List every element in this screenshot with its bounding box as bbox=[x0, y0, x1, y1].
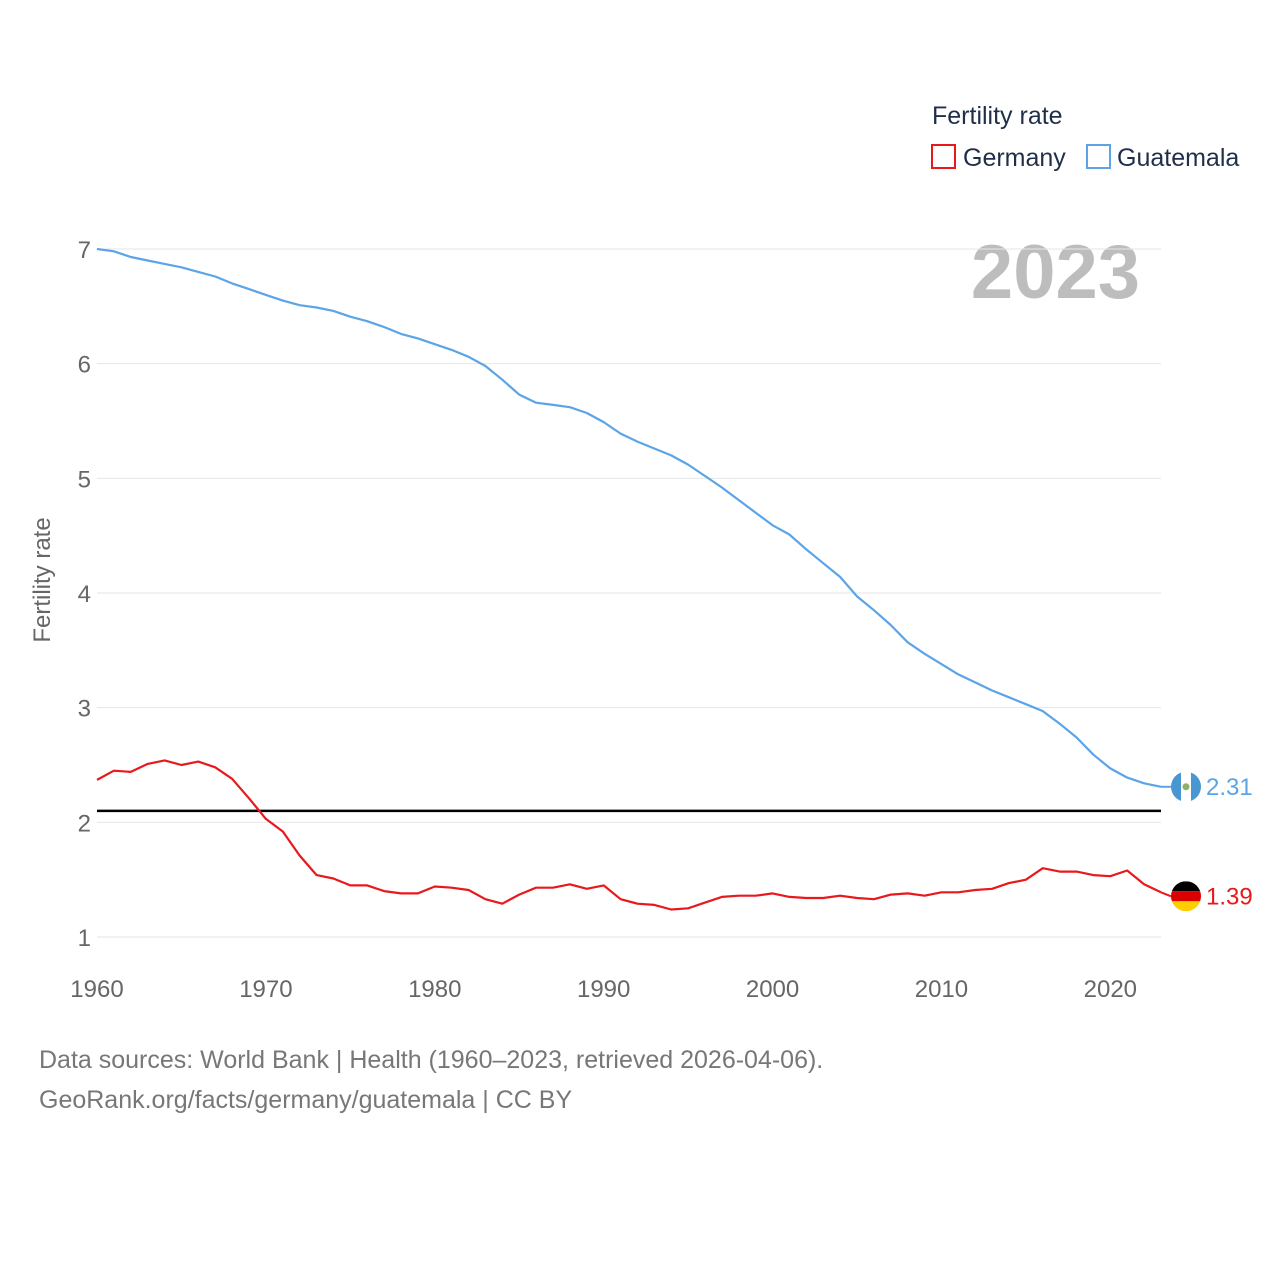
series-lines bbox=[96, 247, 1172, 911]
germany-end-value: 1.39 bbox=[1206, 883, 1253, 910]
x-tick-label: 2000 bbox=[746, 976, 799, 1003]
x-tick-label: 1970 bbox=[239, 976, 292, 1003]
y-tick-label: 2 bbox=[78, 810, 91, 837]
x-tick-label: 2010 bbox=[915, 976, 968, 1003]
y-tick-label: 1 bbox=[78, 925, 91, 952]
y-tick-labels: 1 2 3 4 5 6 7 bbox=[78, 237, 91, 952]
legend-item-germany[interactable]: Germany bbox=[931, 144, 1066, 172]
guatemala-end-value: 2.31 bbox=[1206, 774, 1253, 801]
legend-swatch-guatemala bbox=[1086, 144, 1111, 169]
legend-title: Fertility rate bbox=[932, 102, 1063, 130]
source-line-1: Data sources: World Bank | Health (1960–… bbox=[39, 1046, 823, 1074]
x-tick-label: 1960 bbox=[70, 976, 123, 1003]
year-watermark: 2023 bbox=[971, 230, 1140, 315]
germany-end-connector bbox=[1160, 891, 1172, 898]
grid-lines bbox=[97, 248, 1161, 938]
y-tick-label: 6 bbox=[78, 352, 91, 379]
legend[interactable]: Fertility rate Germany Guatemala bbox=[931, 102, 1239, 172]
series-line-germany[interactable] bbox=[96, 759, 1162, 911]
legend-label-germany: Germany bbox=[963, 144, 1066, 172]
y-axis-title: Fertility rate bbox=[29, 517, 56, 642]
source-line-2[interactable]: GeoRank.org/facts/germany/guatemala | CC… bbox=[39, 1086, 572, 1114]
y-tick-label: 5 bbox=[78, 466, 91, 493]
y-tick-label: 7 bbox=[78, 237, 91, 264]
legend-item-guatemala[interactable]: Guatemala bbox=[1086, 144, 1239, 172]
x-tick-label: 1980 bbox=[408, 976, 461, 1003]
x-tick-labels: 1960 1970 1980 1990 2000 2010 2020 bbox=[70, 976, 1137, 1003]
germany-flag-icon bbox=[1171, 881, 1201, 912]
y-tick-label: 3 bbox=[78, 696, 91, 723]
y-tick-label: 4 bbox=[78, 581, 91, 608]
guatemala-flag-icon bbox=[1171, 771, 1201, 802]
legend-swatch-germany bbox=[931, 144, 956, 169]
x-tick-label: 2020 bbox=[1084, 976, 1137, 1003]
x-tick-label: 1990 bbox=[577, 976, 630, 1003]
legend-label-guatemala: Guatemala bbox=[1117, 144, 1239, 172]
series-line-guatemala[interactable] bbox=[96, 247, 1162, 788]
